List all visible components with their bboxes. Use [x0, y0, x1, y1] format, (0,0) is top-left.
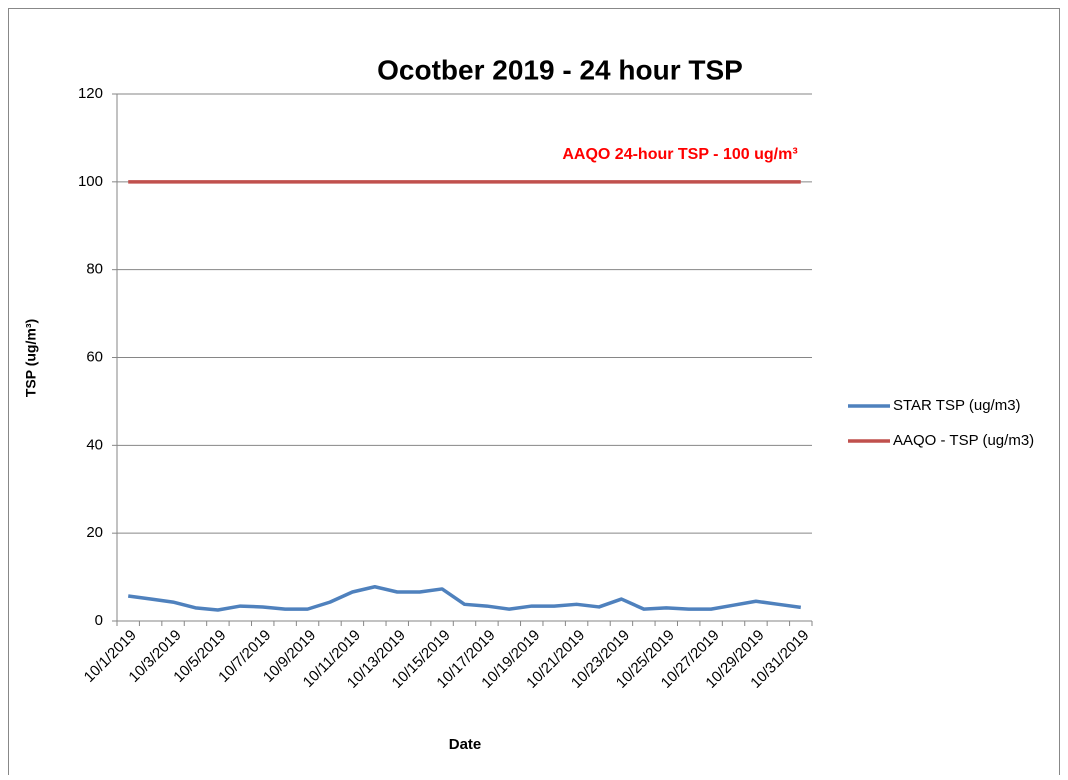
y-axis-label: TSP (ug/m³) [23, 319, 39, 397]
y-tick-label: 0 [95, 612, 103, 629]
y-tick-label: 80 [86, 261, 103, 278]
chart-title: Ocotber 2019 - 24 hour TSP [377, 54, 743, 85]
y-tick-label: 20 [86, 524, 103, 541]
chart-border [8, 8, 1060, 779]
y-tick-label: 40 [86, 436, 103, 453]
legend-label: AAQO - TSP (ug/m3) [893, 432, 1034, 449]
legend-label: STAR TSP (ug/m3) [893, 397, 1021, 414]
x-axis-label: Date [449, 736, 482, 753]
y-tick-label: 100 [78, 173, 103, 190]
y-tick-label: 120 [78, 85, 103, 102]
series-line [127, 584, 802, 612]
annotation: AAQO 24-hour TSP - 100 ug/m³ [562, 146, 797, 163]
y-tick-label: 60 [86, 348, 103, 365]
